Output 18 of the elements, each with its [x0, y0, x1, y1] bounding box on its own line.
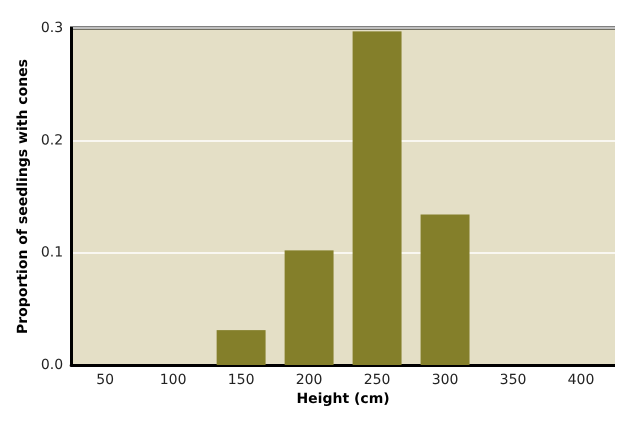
bar	[284, 250, 334, 365]
x-tick-label: 150	[228, 372, 254, 388]
bar	[216, 330, 266, 365]
x-tick-label: 400	[568, 372, 594, 388]
bar	[352, 31, 402, 365]
y-tick-label: 0.2	[40, 132, 64, 148]
x-tick-label: 100	[160, 372, 186, 388]
x-tick-label: 200	[296, 372, 322, 388]
x-tick-label: 250	[364, 372, 390, 388]
x-tick-label: 300	[432, 372, 458, 388]
bar	[420, 214, 470, 365]
x-tick-label: 350	[500, 372, 526, 388]
y-axis-title: Proportion of seedlings with cones	[15, 59, 31, 334]
y-tick-label: 0.3	[40, 20, 64, 36]
y-tick-label: 0.0	[40, 357, 64, 373]
x-tick-label: 50	[96, 372, 114, 388]
x-axis-title: Height (cm)	[296, 390, 390, 407]
y-tick-label: 0.1	[40, 244, 64, 261]
